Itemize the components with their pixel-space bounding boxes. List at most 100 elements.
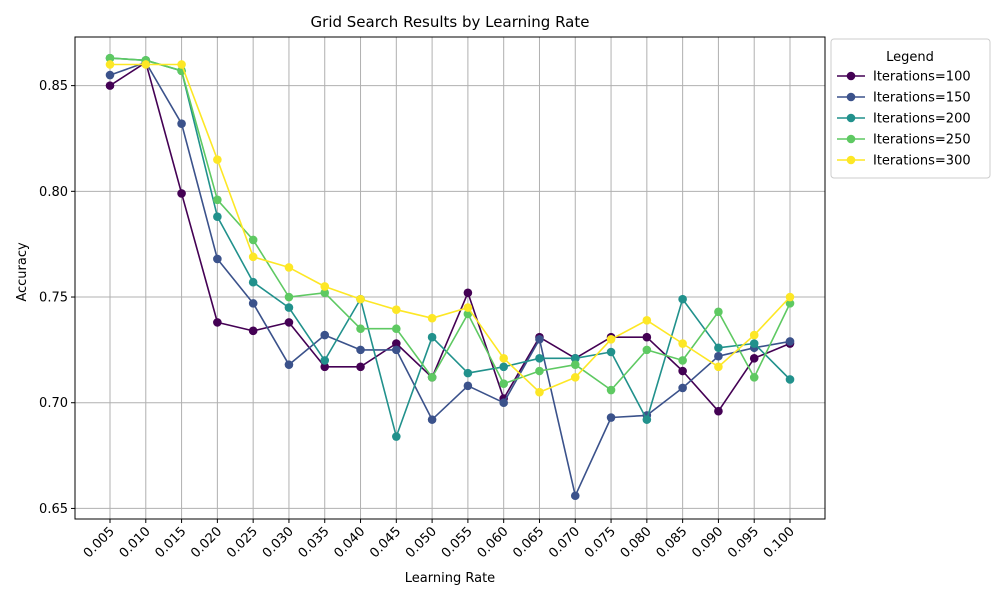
data-point xyxy=(606,347,616,357)
legend-item: Iterations=150 xyxy=(837,91,971,106)
y-tick-label: 0.80 xyxy=(39,185,68,200)
data-point xyxy=(785,375,795,384)
data-point xyxy=(570,354,580,363)
x-tick-label: 0.075 xyxy=(582,524,619,561)
data-point xyxy=(642,415,652,424)
data-point xyxy=(570,373,580,382)
data-point xyxy=(248,277,258,287)
series-4 xyxy=(105,53,795,395)
data-point xyxy=(213,195,222,205)
data-point xyxy=(570,360,580,369)
series-1 xyxy=(105,58,795,416)
data-point xyxy=(392,305,401,315)
data-point xyxy=(356,362,365,372)
data-point xyxy=(714,351,723,361)
data-point xyxy=(284,360,294,369)
data-point xyxy=(284,318,294,327)
data-point xyxy=(749,354,759,363)
data-point xyxy=(463,288,473,298)
data-point xyxy=(499,398,508,408)
data-point xyxy=(356,294,365,304)
y-tick-label: 0.70 xyxy=(39,396,68,411)
data-point xyxy=(570,491,580,501)
series-layer xyxy=(105,53,795,501)
data-point xyxy=(248,252,258,262)
data-point xyxy=(535,335,544,344)
series-line xyxy=(109,61,791,413)
data-point xyxy=(105,70,115,80)
x-tick-label: 0.100 xyxy=(761,524,798,561)
chart-title: Grid Search Results by Learning Rate xyxy=(311,13,590,31)
y-tick-label: 0.85 xyxy=(39,79,68,94)
x-tick-label: 0.065 xyxy=(510,524,547,561)
x-tick-label: 0.020 xyxy=(188,524,225,561)
x-tick-label: 0.025 xyxy=(224,524,261,561)
series-5 xyxy=(105,60,795,397)
x-tick-label: 0.015 xyxy=(152,524,189,561)
legend-title: Legend xyxy=(886,50,934,65)
data-point xyxy=(749,339,759,348)
series-line xyxy=(109,57,791,438)
legend-marker xyxy=(846,155,856,165)
data-point xyxy=(392,432,401,441)
x-tick-label: 0.070 xyxy=(546,524,583,561)
data-point xyxy=(678,383,687,393)
x-tick-label: 0.090 xyxy=(689,524,726,561)
data-point xyxy=(284,292,294,302)
data-point xyxy=(606,385,616,395)
y-axis-title: Accuracy xyxy=(15,242,30,302)
data-point xyxy=(248,326,258,336)
axes: 0.0050.0100.0150.0200.0250.0300.0350.040… xyxy=(39,79,798,561)
data-point xyxy=(499,362,508,372)
data-point xyxy=(105,60,115,69)
x-tick-label: 0.095 xyxy=(725,524,762,561)
data-point xyxy=(714,362,723,372)
series-line xyxy=(109,57,791,391)
legend-marker xyxy=(846,92,856,102)
data-point xyxy=(213,155,222,164)
legend-label: Iterations=200 xyxy=(873,112,971,127)
data-point xyxy=(499,354,508,363)
data-point xyxy=(356,324,365,334)
series-2 xyxy=(105,58,795,501)
data-point xyxy=(714,307,723,317)
data-point xyxy=(105,81,115,90)
data-point xyxy=(642,345,652,355)
data-point xyxy=(248,235,258,245)
data-point xyxy=(284,303,294,312)
data-point xyxy=(213,254,222,264)
data-point xyxy=(320,362,330,372)
data-point xyxy=(392,345,401,355)
data-point xyxy=(320,330,330,340)
x-tick-label: 0.060 xyxy=(475,524,512,561)
data-point xyxy=(320,282,330,291)
data-point xyxy=(678,339,687,348)
data-point xyxy=(177,119,186,128)
data-point xyxy=(785,292,795,302)
x-tick-label: 0.085 xyxy=(654,524,691,561)
data-point xyxy=(535,387,544,397)
data-point xyxy=(749,373,759,382)
legend-marker xyxy=(846,71,856,81)
legend-box xyxy=(830,38,991,179)
data-point xyxy=(392,339,401,348)
series-line xyxy=(110,63,791,394)
series-3 xyxy=(105,53,795,441)
legend-item: Iterations=300 xyxy=(837,154,971,169)
x-tick-label: 0.040 xyxy=(331,524,368,561)
data-point xyxy=(642,332,652,342)
data-point xyxy=(714,343,723,353)
grid-lines xyxy=(75,37,825,519)
data-point xyxy=(141,60,151,69)
data-point xyxy=(177,189,186,198)
y-tick-label: 0.75 xyxy=(39,291,68,306)
series-line xyxy=(109,61,791,497)
data-point xyxy=(535,354,544,363)
data-point xyxy=(678,366,687,376)
legend-item: Iterations=250 xyxy=(837,133,971,148)
x-tick-label: 0.050 xyxy=(403,524,440,561)
data-point xyxy=(320,356,330,365)
data-point xyxy=(678,294,687,304)
y-tick-label: 0.65 xyxy=(39,502,68,517)
data-point xyxy=(320,288,330,298)
